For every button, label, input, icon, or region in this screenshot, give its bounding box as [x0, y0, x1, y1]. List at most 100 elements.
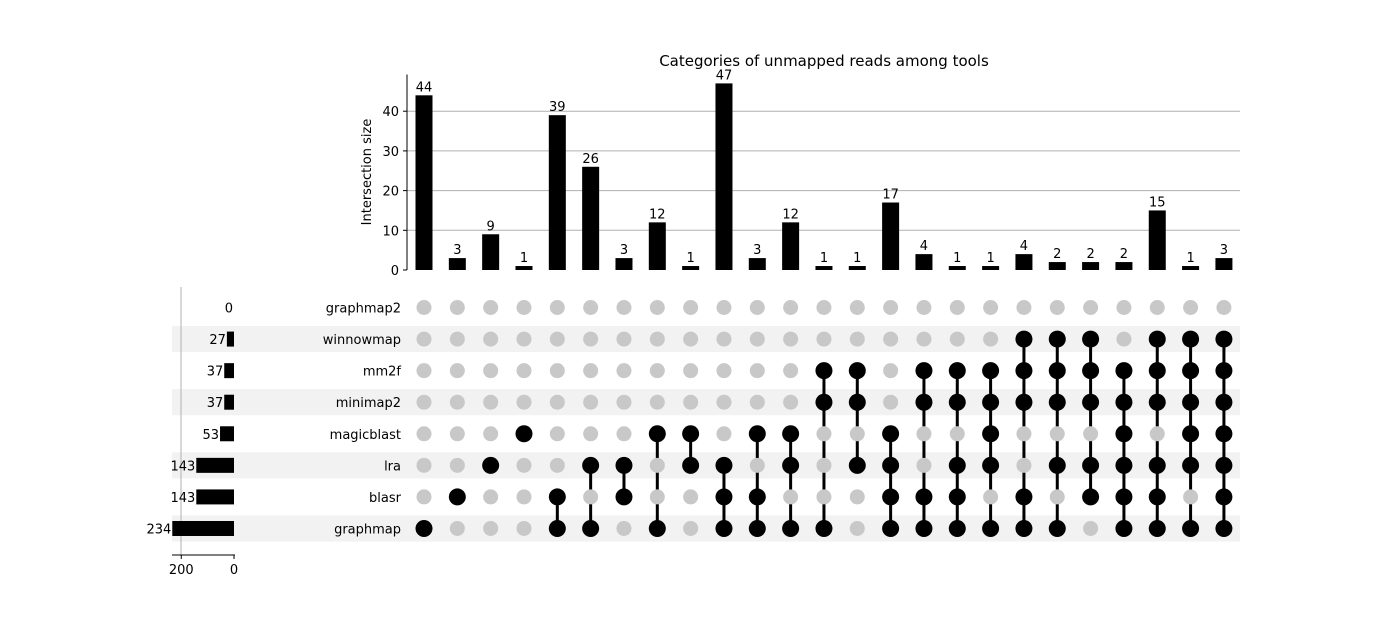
membership-dot-active [982, 393, 1000, 411]
membership-dot-inactive [683, 489, 699, 505]
membership-dot-inactive [716, 363, 732, 379]
set-name-label: winnowmap [323, 333, 401, 348]
intersection-bar [715, 83, 733, 270]
membership-dot-inactive [616, 300, 632, 315]
membership-dot-inactive [416, 489, 432, 505]
membership-dot-inactive [716, 331, 732, 347]
membership-dot-active [648, 519, 666, 537]
membership-dot-inactive [649, 489, 665, 505]
set-name-label: magicblast [330, 428, 401, 443]
membership-dot-active [1048, 519, 1066, 537]
membership-dot-inactive [1116, 300, 1132, 315]
y-tick-label: 10 [382, 224, 399, 239]
membership-dot-active [782, 456, 800, 474]
membership-dot-active [1148, 362, 1166, 380]
membership-dot-active [1082, 362, 1100, 380]
set-size-label: 234 [146, 522, 171, 537]
membership-dot-active [982, 456, 1000, 474]
set-size-bar [224, 363, 234, 379]
membership-dot-active [1215, 393, 1233, 411]
membership-dot-inactive [483, 300, 499, 315]
membership-dot-inactive [716, 394, 732, 410]
set-size-bar [226, 331, 234, 347]
bar-value-label: 17 [882, 188, 899, 203]
membership-dot-inactive [949, 426, 965, 442]
membership-dot-inactive [1016, 457, 1032, 473]
membership-dot-inactive [683, 331, 699, 347]
membership-dot-active [582, 519, 600, 537]
membership-dot-active [1148, 330, 1166, 348]
bar-value-label: 2 [1120, 247, 1128, 262]
membership-dot-active [415, 519, 433, 537]
membership-dot-active [1115, 456, 1133, 474]
membership-dot-active [615, 488, 633, 506]
membership-dot-inactive [416, 394, 432, 410]
intersection-bar [1015, 254, 1033, 270]
membership-dot-active [915, 393, 933, 411]
membership-dot-active [1182, 519, 1200, 537]
membership-dot-inactive [616, 394, 632, 410]
membership-dot-active [1015, 519, 1033, 537]
intersection-bar [648, 222, 666, 270]
set-size-tick-label: 200 [169, 563, 194, 578]
membership-dot-active [982, 362, 1000, 380]
membership-dot-active [682, 456, 700, 474]
membership-dot-inactive [616, 426, 632, 442]
y-axis: 0 10 20 30 40 [382, 74, 408, 279]
intersection-bar [448, 258, 466, 270]
membership-dot-inactive [1049, 489, 1065, 505]
bar-value-label: 1 [820, 251, 828, 266]
membership-dot-active [1215, 425, 1233, 443]
y-tick-label: 40 [382, 105, 399, 120]
set-size-bar [224, 394, 234, 410]
membership-dot-active [682, 425, 700, 443]
y-axis-label: Intersection size [360, 119, 375, 226]
bar-value-label: 2 [1086, 247, 1094, 262]
membership-dot-inactive [549, 363, 565, 379]
intersection-bar [582, 166, 600, 270]
membership-dot-inactive [1116, 331, 1132, 347]
membership-dot-inactive [616, 520, 632, 536]
membership-dot-active [748, 488, 766, 506]
membership-dot-active [1215, 330, 1233, 348]
membership-dot-active [915, 488, 933, 506]
membership-dot-inactive [783, 489, 799, 505]
membership-dot-active [582, 456, 600, 474]
membership-dot-inactive [749, 394, 765, 410]
membership-dot-inactive [549, 331, 565, 347]
membership-dot-inactive [949, 300, 965, 315]
membership-dot-inactive [516, 363, 532, 379]
chart-title: Categories of unmapped reads among tools [659, 52, 989, 70]
membership-dot-inactive [583, 331, 599, 347]
intersection-bar [515, 266, 533, 270]
membership-dot-inactive [883, 363, 899, 379]
membership-dot-active [1082, 456, 1100, 474]
intersection-bar [682, 266, 700, 270]
set-size-label: 37 [207, 365, 224, 380]
set-size-bar [196, 457, 234, 473]
membership-dot-inactive [849, 300, 865, 315]
membership-dot-inactive [883, 331, 899, 347]
set-size-label: 143 [170, 459, 195, 474]
membership-dot-inactive [649, 331, 665, 347]
membership-dot-active [1182, 425, 1200, 443]
set-name-label: graphmap2 [326, 302, 401, 317]
row-shade [172, 452, 1240, 479]
membership-dot-active [1215, 456, 1233, 474]
membership-dot-active [948, 362, 966, 380]
intersection-bar [1182, 266, 1200, 270]
membership-dot-inactive [783, 363, 799, 379]
membership-dot-active [1082, 393, 1100, 411]
membership-dot-inactive [449, 363, 465, 379]
membership-dot-active [1115, 362, 1133, 380]
bar-value-label: 1 [1186, 251, 1194, 266]
membership-dot-inactive [516, 457, 532, 473]
set-size-label: 143 [170, 491, 195, 506]
membership-dot-active [815, 519, 833, 537]
membership-dot-inactive [1016, 426, 1032, 442]
bar-value-label: 47 [716, 68, 733, 83]
set-name-label: lra [384, 459, 401, 474]
membership-dot-active [882, 519, 900, 537]
membership-dot-active [948, 393, 966, 411]
